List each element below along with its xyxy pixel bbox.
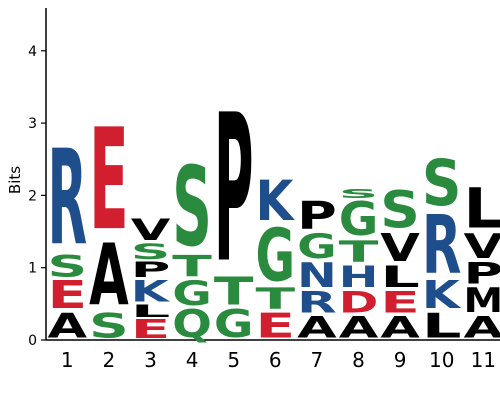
y-tick-label: 0 [28, 333, 37, 349]
logo-letter-a: A [464, 310, 500, 345]
logo-letter-a: A [380, 310, 420, 345]
logo-letter-n: N [297, 256, 337, 296]
logo-letter-d: D [339, 286, 379, 320]
logo-letter-e: E [89, 100, 129, 262]
logo-letter-k: K [422, 273, 462, 317]
logo-letter-s: S [89, 306, 129, 345]
logo-letter-p: P [214, 72, 254, 308]
logo-letter-g: G [256, 215, 296, 298]
logo-letter-s: S [380, 182, 420, 241]
logo-letter-v: V [131, 212, 171, 247]
logo-letter-g: G [214, 303, 254, 347]
logo-letter-s: S [422, 147, 462, 221]
x-tick-label: 11 [471, 348, 496, 372]
logo-letter-p: P [131, 257, 171, 282]
logo-letter-r: R [48, 122, 88, 275]
logo-letter-l: L [380, 260, 420, 294]
x-tick-label: 1 [61, 348, 74, 372]
logo-letter-s: S [131, 239, 171, 264]
logo-letter-k: K [131, 274, 171, 309]
logo-letter-l: L [464, 177, 500, 241]
logo-letter-e: E [256, 307, 296, 346]
x-tick-label: 9 [394, 348, 407, 372]
x-tick-label: 5 [227, 348, 240, 372]
y-tick-label: 3 [28, 116, 37, 132]
logo-letter-a: A [339, 310, 379, 345]
x-tick-label: 10 [429, 348, 454, 372]
x-tick-label: 7 [311, 348, 324, 372]
logo-letter-v: V [380, 226, 420, 271]
logo-letter-a: A [89, 227, 129, 325]
logo-letter-g: G [297, 226, 337, 266]
logo-letter-l: L [422, 306, 462, 345]
logo-letter-r: R [422, 197, 462, 291]
x-tick-label: 4 [186, 348, 199, 372]
logo-letter-s: S [339, 187, 379, 202]
logo-letter-h: H [339, 260, 379, 295]
logo-letter-t: T [339, 234, 379, 269]
logo-letter-e: E [380, 285, 420, 320]
y-tick-label: 4 [28, 44, 37, 60]
logo-letter-a: A [48, 307, 88, 346]
y-tick-label: 2 [28, 188, 37, 204]
logo-letter-q: Q [172, 303, 212, 347]
y-axis: 0 1 2 3 4 [28, 8, 47, 349]
logo-letter-p: P [297, 194, 337, 238]
x-tick-label: 3 [144, 348, 157, 372]
logo-letter-l: L [131, 301, 171, 321]
logo-letter-v: V [464, 227, 500, 266]
logo-letter-p: P [464, 257, 500, 291]
x-axis: 1 2 3 4 5 6 7 8 9 10 11 [46, 339, 500, 372]
logo-letter-a: A [297, 310, 337, 345]
logo-letter-r: R [297, 285, 337, 320]
logo-letter-g: G [172, 273, 212, 313]
logo-letter-t: T [256, 281, 296, 316]
logo-letter-e: E [48, 272, 88, 317]
logo-letter-k: K [256, 170, 295, 233]
y-tick-label: 1 [28, 261, 37, 277]
logo-letter-t: T [172, 249, 212, 284]
x-tick-label: 2 [103, 348, 116, 372]
letter-stacks: AESRSAEELKPSVQGTSGTPETGKARNGPADHTGSAELVS… [48, 72, 500, 347]
logo-letter-s: S [48, 249, 88, 283]
logo-letter-e: E [131, 314, 171, 344]
logo-letter-g: G [339, 193, 379, 247]
logo-letter-m: M [464, 281, 500, 320]
y-axis-title: Bits [6, 166, 24, 194]
x-tick-label: 8 [352, 348, 365, 372]
logo-letter-t: T [214, 269, 254, 314]
logo-letter-s: S [172, 142, 212, 271]
x-tick-label: 6 [269, 348, 282, 372]
